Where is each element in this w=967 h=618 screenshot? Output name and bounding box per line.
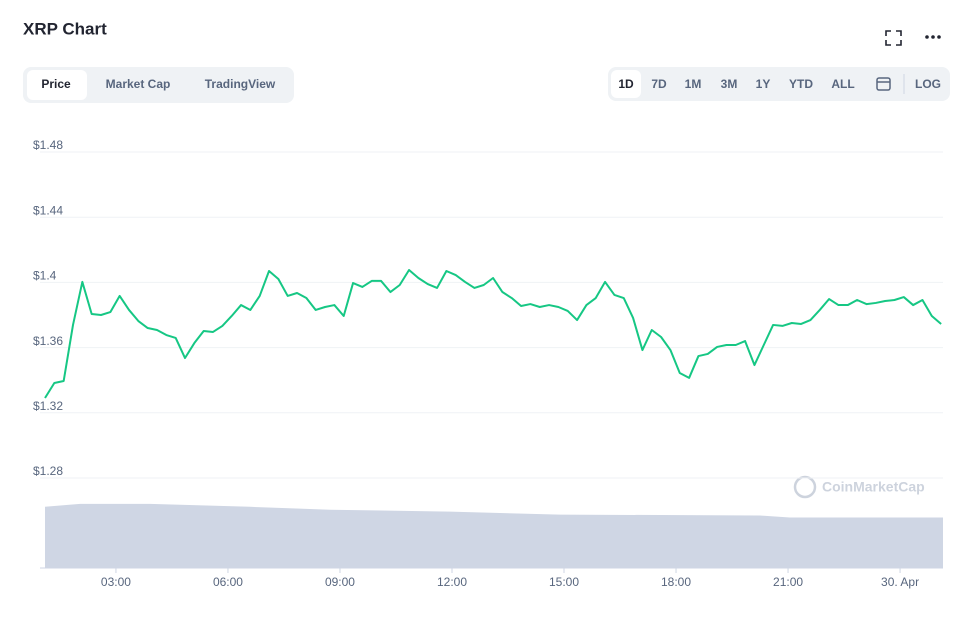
fullscreen-glyph <box>885 30 902 46</box>
y-tick-label: $1.32 <box>33 399 63 413</box>
x-tick-label: 12:00 <box>437 575 467 589</box>
calendar-glyph <box>876 77 891 91</box>
range-button[interactable]: 1D <box>618 77 634 91</box>
x-tick-label: 30. Apr <box>881 575 919 589</box>
dot <box>937 35 941 39</box>
tab-selected <box>27 70 87 100</box>
range-button[interactable]: ALL <box>831 77 854 91</box>
x-tick-label: 15:00 <box>549 575 579 589</box>
tab-group <box>23 67 294 103</box>
price-line <box>44 269 942 399</box>
range-group <box>608 67 950 101</box>
y-tick-label: $1.36 <box>33 334 63 348</box>
volume-area <box>45 503 943 568</box>
range-button[interactable]: 7D <box>651 77 667 91</box>
range-selected <box>611 70 641 98</box>
watermark: CoinMarketCap <box>793 475 925 499</box>
calendar-icon[interactable] <box>876 77 891 91</box>
range-button[interactable]: 1Y <box>756 77 771 91</box>
more-icon[interactable] <box>925 35 941 39</box>
x-tick-label: 03:00 <box>101 575 131 589</box>
range-button[interactable]: YTD <box>789 77 813 91</box>
watermark-logo <box>793 475 817 499</box>
y-tick-label: $1.28 <box>33 464 63 478</box>
tab[interactable]: Price <box>41 77 71 91</box>
y-tick-label: $1.44 <box>33 203 63 217</box>
x-tick-label: 06:00 <box>213 575 243 589</box>
tab[interactable]: TradingView <box>205 77 276 91</box>
x-tick-label: 21:00 <box>773 575 803 589</box>
x-tick-label: 18:00 <box>661 575 691 589</box>
watermark-text: CoinMarketCap <box>822 479 925 495</box>
dot <box>925 35 929 39</box>
tab[interactable]: Market Cap <box>106 77 171 91</box>
range-button[interactable]: 3M <box>721 77 738 91</box>
range-button[interactable]: 1M <box>685 77 702 91</box>
x-tick-label: 09:00 <box>325 575 355 589</box>
dot <box>931 35 935 39</box>
fullscreen-icon[interactable] <box>885 30 902 46</box>
y-tick-label: $1.48 <box>33 138 63 152</box>
log-button[interactable]: LOG <box>915 77 941 91</box>
chart-title: XRP Chart <box>23 19 107 38</box>
y-tick-label: $1.4 <box>33 269 57 283</box>
